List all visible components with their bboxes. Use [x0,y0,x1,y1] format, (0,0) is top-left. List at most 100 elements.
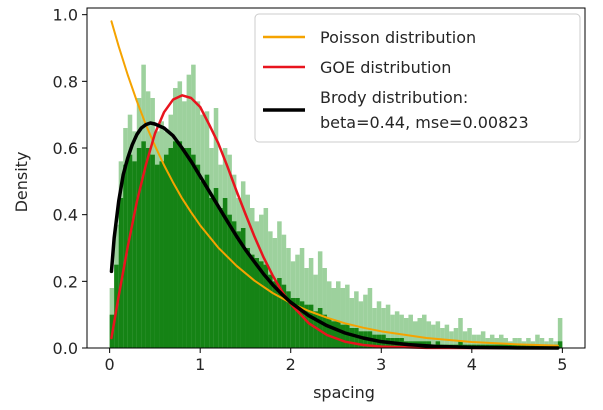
hist-bar [127,154,133,348]
hist-bar [168,148,174,348]
hist-bar [340,324,346,348]
hist-bar [517,338,522,348]
legend-label-poisson: Poisson distribution [320,28,476,47]
hist-bar [394,311,400,348]
hist-bar [403,318,409,348]
hist-bar [345,284,350,348]
hist-bar [227,214,232,348]
x-axis-label: spacing [313,383,375,402]
hist-bar [326,318,332,348]
hist-bar [354,328,359,348]
hist-bar [218,208,223,348]
legend-label-goe: GOE distribution [320,58,451,77]
hist-bar [526,338,531,348]
hist-bar [322,314,327,348]
hist-bar [173,141,178,348]
hist-bar [476,334,481,348]
hist-bar [399,314,404,348]
hist-bar [209,198,214,348]
hist-bar [467,328,472,348]
hist-bar [354,291,359,348]
hist-bar [254,258,260,348]
hist-bar [145,148,151,348]
hist-bar [268,274,273,348]
hist-bar [358,331,364,348]
hist-bar [381,308,386,348]
hist-bar [340,288,346,348]
hist-bar [263,264,269,348]
plot-frame [86,7,586,349]
hist-bar [363,294,368,348]
y-axis-ticks: 0.0 0.2 0.4 0.6 0.8 1.0 [53,6,87,358]
hist-bar [385,304,391,348]
hist-bar [489,334,495,348]
legend: Poisson distribution GOE distribution Br… [254,13,581,143]
hist-bar [444,324,450,348]
hist-bar [326,281,332,348]
hist-bar [272,281,278,348]
hist-bar [182,148,187,348]
y-tick-label: 0.8 [53,72,78,91]
hist-bar [535,334,540,348]
hist-bar [331,288,336,348]
y-tick-label: 0.0 [53,339,78,358]
hist-bar [195,164,201,348]
hist-bar [150,154,155,348]
hist-bar [163,154,169,348]
hist-bar [141,141,146,348]
x-tick-label: 0 [105,355,115,374]
hist-bar [539,338,545,348]
hist-bar [281,284,287,348]
hist-bar [426,321,432,348]
hist-bar [186,148,192,348]
histogram-dark [109,141,563,348]
hist-bar [412,321,418,348]
hist-bar [498,334,504,348]
hist-bar [295,298,300,348]
hist-bar [345,324,350,348]
hist-bar [191,154,196,348]
hist-bar [557,318,563,348]
hist-bar [177,141,183,348]
hist-bar [462,331,468,348]
hist-bar [132,161,137,348]
legend-label-brody-line1: Brody distribution: [320,88,468,107]
hist-bar [313,311,318,348]
hist-bar [222,198,228,348]
y-tick-label: 0.6 [53,139,78,158]
hist-bar [213,188,219,348]
hist-bar [453,328,459,348]
hist-bar [422,314,427,348]
hist-bar [118,198,124,348]
x-tick-label: 2 [286,355,296,374]
y-axis-label: Density [12,152,31,213]
hist-bar [376,301,382,348]
brody-curve [109,121,560,350]
legend-label-brody-line2: beta=0.44, mse=0.00823 [320,113,529,132]
hist-bar [299,248,305,348]
hist-bar [367,288,373,348]
hist-bar [317,251,323,348]
hist-bar [245,248,250,348]
hist-bar [322,268,327,348]
legend-box [254,13,581,143]
hist-bar [231,221,237,348]
hist-bar [480,331,486,348]
hist-bar [286,291,291,348]
goe-curve [110,94,560,350]
hist-bar [349,298,355,348]
hist-bar [136,148,142,348]
x-tick-label: 5 [557,355,567,374]
hist-bar [458,341,463,348]
hist-bar [159,161,164,348]
hist-bar [435,321,441,348]
hist-bar [331,321,336,348]
hist-bar [548,338,554,348]
x-tick-label: 4 [467,355,477,374]
hist-bar [358,301,364,348]
y-tick-label: 1.0 [53,6,78,25]
hist-bar [277,278,282,348]
hist-bar [372,308,377,348]
hist-bar [417,318,423,348]
